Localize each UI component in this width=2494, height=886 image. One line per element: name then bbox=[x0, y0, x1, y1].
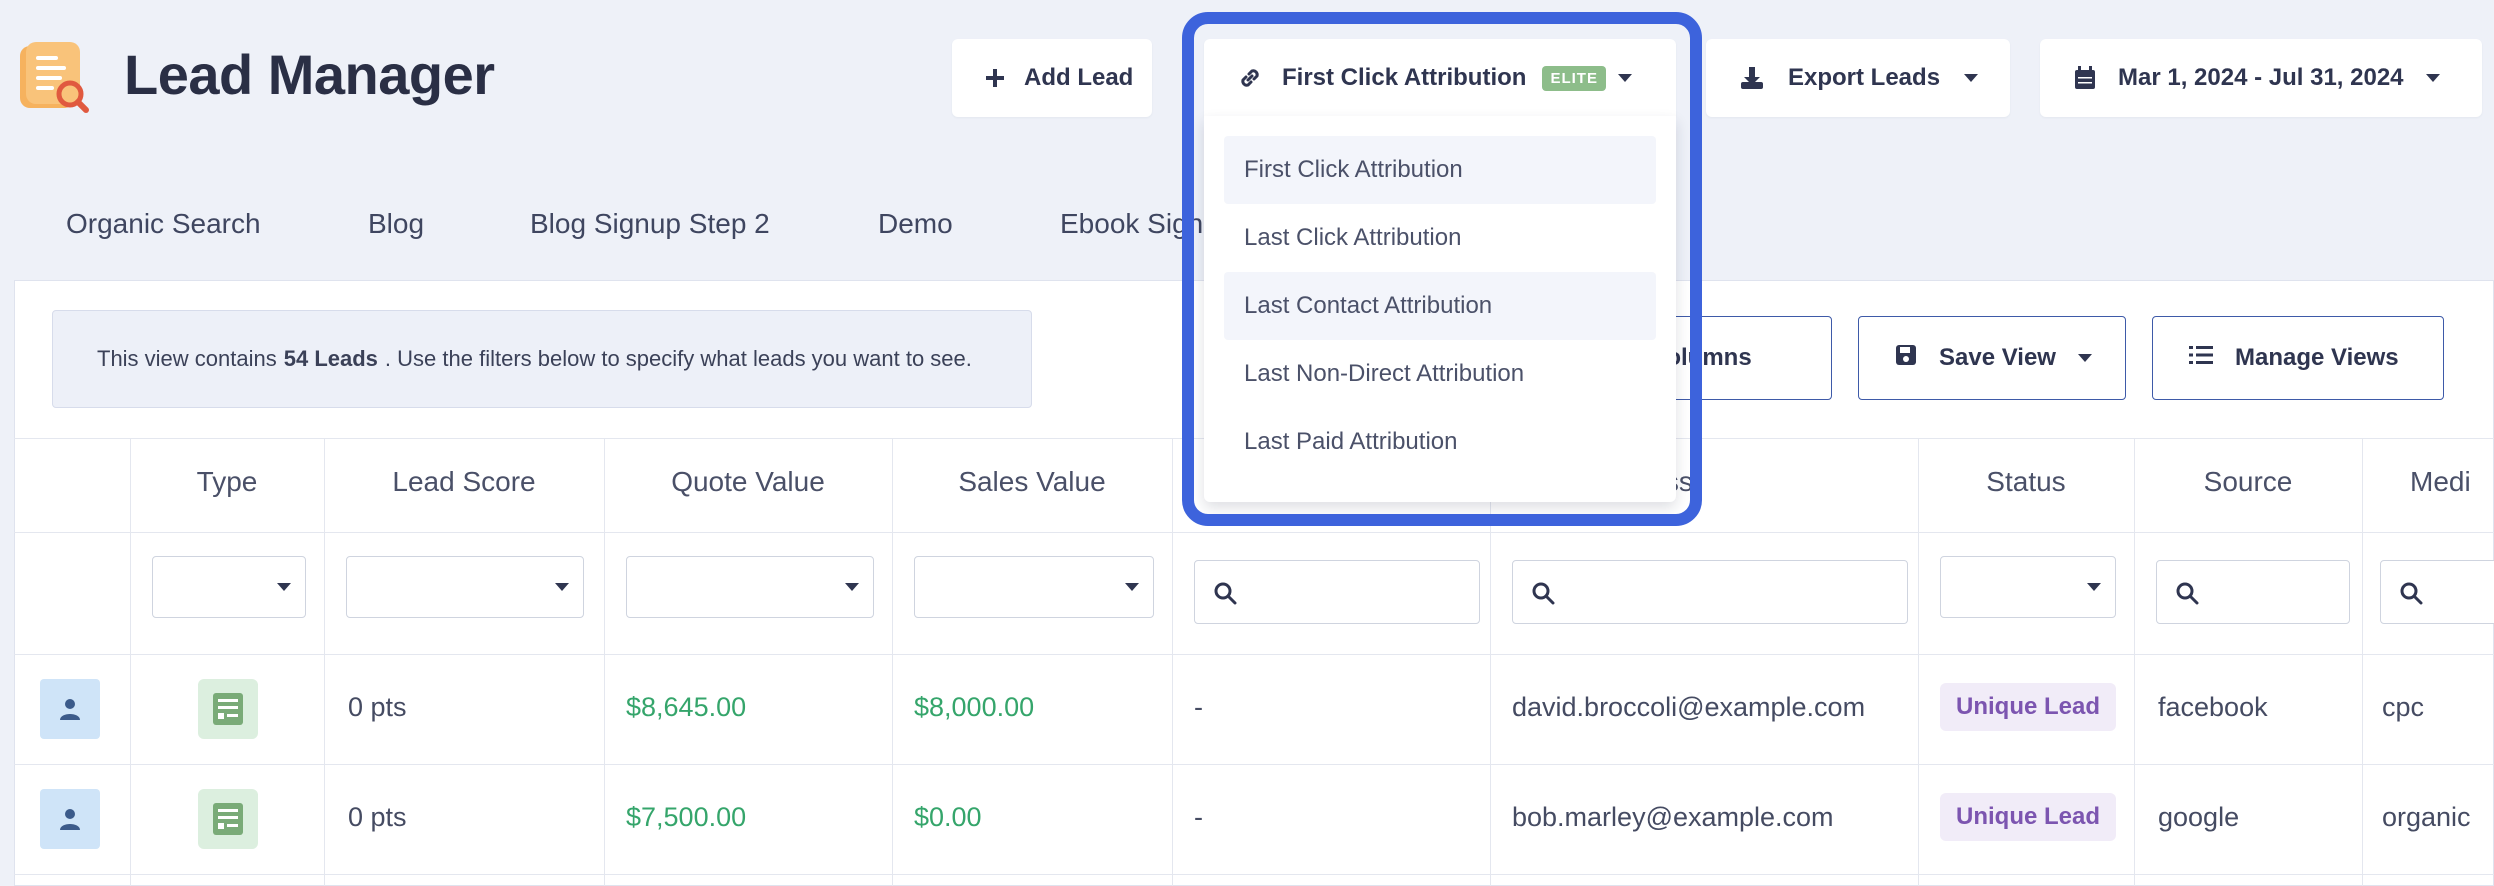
tab-organic-search[interactable]: Organic Search bbox=[66, 208, 261, 239]
column-header-quote-value[interactable]: Quote Value bbox=[671, 466, 825, 497]
add-lead-label: Add Lead bbox=[1024, 64, 1134, 91]
search-icon bbox=[2399, 581, 2423, 610]
column-divider bbox=[604, 438, 605, 886]
status-badge: Unique Lead bbox=[1940, 683, 2117, 731]
email-cell[interactable]: david.broccoli@example.com bbox=[1512, 692, 1866, 722]
tab-demo[interactable]: Demo bbox=[878, 208, 953, 239]
caret-down-icon bbox=[1617, 74, 1632, 82]
status-badge: Unique Lead bbox=[1940, 793, 2117, 841]
tab-blog[interactable]: Blog bbox=[368, 208, 425, 239]
person-icon[interactable] bbox=[40, 789, 100, 849]
caret-down-icon bbox=[277, 583, 291, 591]
download-icon bbox=[1740, 66, 1764, 90]
attribution-menu: First Click Attribution Last Click Attri… bbox=[1204, 116, 1676, 502]
form-icon bbox=[198, 679, 258, 739]
calendar-icon bbox=[2074, 66, 2096, 90]
tab-blog-signup-step-2[interactable]: Blog Signup Step 2 bbox=[530, 208, 770, 239]
status-filter-select[interactable] bbox=[1940, 556, 2116, 618]
caret-down-icon bbox=[845, 583, 859, 591]
search-filter-input[interactable] bbox=[1194, 560, 1480, 624]
empty-value-cell: - bbox=[1194, 692, 1203, 722]
email-filter-input[interactable] bbox=[1512, 560, 1908, 624]
plus-icon bbox=[986, 69, 1004, 87]
column-divider bbox=[2134, 438, 2135, 886]
leads-count: 54 Leads bbox=[283, 346, 378, 371]
manage-views-button[interactable]: Manage Views bbox=[2152, 316, 2444, 400]
column-header-type[interactable]: Type bbox=[196, 466, 258, 497]
column-divider bbox=[130, 438, 131, 886]
search-icon bbox=[1531, 581, 1555, 610]
lead-score-filter-select[interactable] bbox=[346, 556, 584, 618]
form-icon bbox=[198, 789, 258, 849]
column-divider bbox=[2362, 438, 2363, 886]
lead-score-cell: 0 pts bbox=[348, 692, 407, 722]
export-leads-button[interactable]: Export Leads bbox=[1706, 39, 2010, 117]
date-range-button[interactable]: Mar 1, 2024 - Jul 31, 2024 bbox=[2040, 39, 2482, 117]
sales-value-cell: $8,000.00 bbox=[914, 692, 1035, 722]
quote-value-filter-select[interactable] bbox=[626, 556, 874, 618]
column-header-sales-value[interactable]: Sales Value bbox=[958, 466, 1106, 497]
attribution-dropdown-button[interactable]: First Click Attribution ELITE bbox=[1204, 39, 1676, 117]
person-icon[interactable] bbox=[40, 679, 100, 739]
page-title: Lead Manager bbox=[124, 43, 495, 106]
caret-down-icon bbox=[1125, 583, 1139, 591]
add-lead-button[interactable]: Add Lead bbox=[952, 39, 1152, 117]
menu-item-last-click[interactable]: Last Click Attribution bbox=[1244, 224, 1462, 251]
sales-value-filter-select[interactable] bbox=[914, 556, 1154, 618]
column-header-lead-score[interactable]: Lead Score bbox=[392, 466, 536, 497]
menu-item-last-contact[interactable]: Last Contact Attribution bbox=[1224, 272, 1656, 340]
medium-cell: organic bbox=[2382, 802, 2471, 832]
column-divider bbox=[892, 438, 893, 886]
save-view-button[interactable]: Save View bbox=[1858, 316, 2126, 400]
list-icon bbox=[2189, 344, 2213, 372]
column-header-status[interactable]: Status bbox=[1986, 466, 2066, 497]
type-filter-select[interactable] bbox=[152, 556, 306, 618]
elite-badge: ELITE bbox=[1542, 65, 1606, 91]
save-view-label: Save View bbox=[1939, 344, 2056, 371]
lead-manager-logo-icon bbox=[18, 40, 90, 114]
menu-item-last-non-direct[interactable]: Last Non-Direct Attribution bbox=[1244, 360, 1525, 387]
info-prefix: This view contains bbox=[97, 346, 277, 371]
table-header-bottom-border bbox=[14, 532, 2494, 533]
lead-score-cell: 0 pts bbox=[348, 802, 407, 832]
caret-down-icon bbox=[1964, 74, 1979, 82]
search-icon bbox=[1213, 581, 1237, 610]
source-cell: google bbox=[2158, 802, 2240, 832]
quote-value-cell: $7,500.00 bbox=[626, 802, 747, 832]
menu-item-first-click[interactable]: First Click Attribution bbox=[1224, 136, 1656, 204]
column-divider bbox=[1490, 438, 1491, 886]
caret-down-icon bbox=[555, 583, 569, 591]
date-range-label: Mar 1, 2024 - Jul 31, 2024 bbox=[2118, 64, 2404, 91]
sales-value-cell: $0.00 bbox=[914, 802, 982, 832]
column-divider bbox=[1172, 438, 1173, 886]
column-header-source[interactable]: Source bbox=[2203, 466, 2293, 497]
export-leads-label: Export Leads bbox=[1788, 64, 1941, 91]
source-filter-input[interactable] bbox=[2156, 560, 2350, 624]
menu-item-last-paid[interactable]: Last Paid Attribution bbox=[1244, 428, 1458, 455]
table-row-border bbox=[14, 764, 2494, 765]
caret-down-icon bbox=[2425, 74, 2440, 82]
leads-count-info: This view contains 54 Leads . Use the fi… bbox=[52, 310, 1032, 408]
table-filter-bottom-border bbox=[14, 654, 2494, 655]
manage-views-label: Manage Views bbox=[2235, 344, 2399, 371]
medium-filter-input[interactable] bbox=[2380, 560, 2494, 624]
caret-down-icon bbox=[2087, 583, 2101, 591]
save-icon bbox=[1895, 344, 1917, 373]
medium-cell: cpc bbox=[2382, 692, 2425, 722]
attribution-selected-label: First Click Attribution bbox=[1282, 64, 1527, 91]
column-header-medium[interactable]: Medi bbox=[2410, 466, 2471, 497]
source-cell: facebook bbox=[2158, 692, 2268, 722]
table-row-border bbox=[14, 874, 2494, 875]
link-icon bbox=[1238, 66, 1262, 90]
tab-ebook-signup[interactable]: Ebook Sign bbox=[1060, 208, 1204, 239]
attribution-highlight-frame bbox=[1182, 12, 1702, 526]
search-icon bbox=[2175, 581, 2199, 610]
empty-value-cell: - bbox=[1194, 802, 1203, 832]
quote-value-cell: $8,645.00 bbox=[626, 692, 747, 722]
column-divider bbox=[1918, 438, 1919, 886]
info-suffix: . Use the filters below to specify what … bbox=[384, 346, 972, 371]
email-cell[interactable]: bob.marley@example.com bbox=[1512, 802, 1834, 832]
column-divider bbox=[324, 438, 325, 886]
caret-down-icon bbox=[2077, 354, 2092, 362]
